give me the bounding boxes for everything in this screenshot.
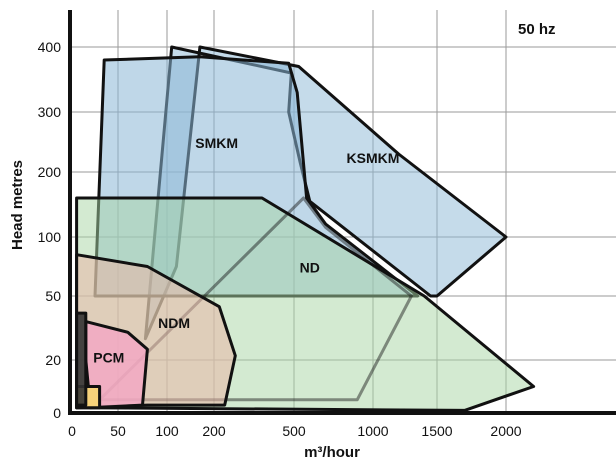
region-label-ksmkm: KSMKM [347,150,400,166]
x-tick-label: 0 [68,423,76,439]
performance-regions [75,45,536,412]
x-tick-label: 100 [155,423,179,439]
tick-labels: 0 50 100 200 500 1000 1500 2000 0 20 50 100 200 300 40… [38,39,522,439]
x-tick-label: 500 [282,423,306,439]
y-tick-label: 50 [45,288,61,304]
region-label-ndm: NDM [158,315,190,331]
y-tick-label: 100 [38,229,62,245]
region-labels: KSMKM SMKM ND NDM PCM [93,135,399,366]
x-tick-label: 1500 [421,423,452,439]
region-pcm-dark [75,311,88,407]
y-tick-label: 300 [38,104,62,120]
y-tick-label: 400 [38,39,62,55]
y-tick-label: 200 [38,164,62,180]
region-label-pcm: PCM [93,350,124,366]
x-tick-label: 2000 [490,423,521,439]
region-nd-inner [98,196,413,402]
y-axis-title: Head metres [9,160,26,250]
y-tick-label: 0 [53,405,61,421]
axes [68,10,616,415]
x-tick-label: 1000 [357,423,388,439]
region-label-nd: ND [300,259,320,275]
y-tick-label: 20 [45,352,61,368]
frequency-annotation: 50 hz [518,21,556,38]
x-tick-label: 50 [110,423,126,439]
x-tick-label: 200 [202,423,226,439]
x-axis-title: m³/hour [304,444,360,461]
region-label-smkm: SMKM [195,135,238,151]
